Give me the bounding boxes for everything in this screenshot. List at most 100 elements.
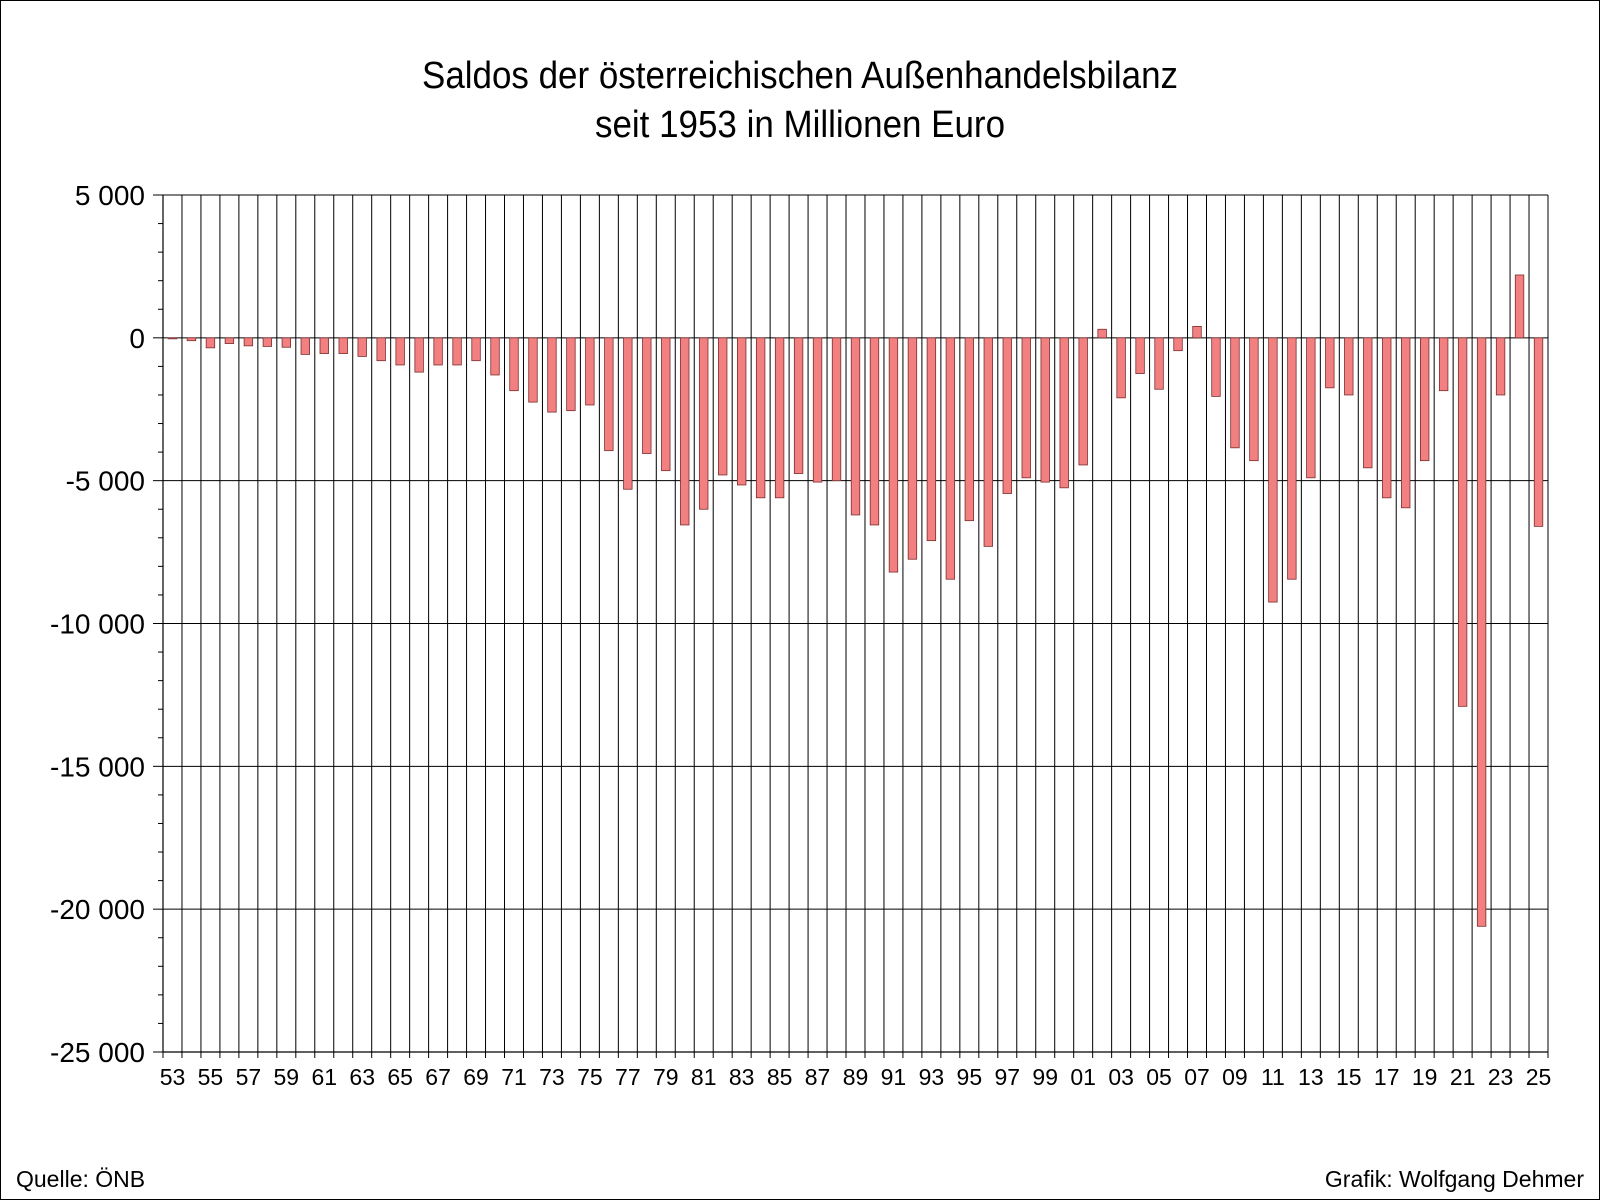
x-tick-label: 65 <box>387 1064 413 1090</box>
x-tick-label: 59 <box>274 1064 300 1090</box>
bar <box>1363 337 1373 469</box>
bar <box>224 337 235 344</box>
bar <box>831 337 842 482</box>
bar <box>1154 337 1164 390</box>
y-tick-label: -5 000 <box>66 466 145 497</box>
bar <box>907 337 918 560</box>
x-tick-label: 21 <box>1450 1064 1476 1090</box>
bar <box>357 337 367 357</box>
bar-series <box>167 274 1544 927</box>
bar <box>528 337 538 403</box>
bar <box>281 337 291 348</box>
x-tick-label: 61 <box>311 1064 337 1090</box>
bar <box>774 337 785 499</box>
bar <box>547 337 557 413</box>
y-tick-label: -10 000 <box>50 609 145 640</box>
bar <box>167 337 178 340</box>
x-tick-label: 73 <box>539 1064 565 1090</box>
bar <box>793 337 804 474</box>
bar <box>262 337 273 347</box>
x-tick-label: 91 <box>881 1064 907 1090</box>
x-tick-label: 55 <box>198 1064 224 1090</box>
bar <box>888 337 899 573</box>
bar <box>964 337 975 522</box>
x-tick-label: 23 <box>1488 1064 1514 1090</box>
bar <box>869 337 880 526</box>
x-tick-label: 17 <box>1374 1064 1400 1090</box>
bar <box>186 337 197 342</box>
bar <box>1325 337 1335 389</box>
x-tick-label: 85 <box>767 1064 793 1090</box>
x-tick-label: 25 <box>1526 1064 1552 1090</box>
bar <box>1249 337 1259 462</box>
bar <box>1382 337 1392 499</box>
bar <box>1495 337 1506 396</box>
bar <box>1002 337 1012 494</box>
x-tick-label: 99 <box>1032 1064 1058 1090</box>
bar <box>926 337 937 542</box>
x-tick-label: 81 <box>691 1064 717 1090</box>
bar <box>736 337 747 486</box>
bar <box>1287 337 1297 580</box>
bar <box>1135 337 1145 374</box>
x-tick-label: 77 <box>615 1064 641 1090</box>
x-tick-label: 01 <box>1070 1064 1096 1090</box>
x-tick-label: 53 <box>160 1064 186 1090</box>
bar <box>509 337 519 392</box>
y-tick-label: -25 000 <box>50 1037 145 1068</box>
x-tick-label: 71 <box>501 1064 527 1090</box>
bar <box>1268 337 1278 603</box>
tick-labels: 5 000 0 -5 000 -10 000 -15 000 -20 000 -25 000… <box>50 180 1551 1090</box>
x-tick-label: 89 <box>843 1064 869 1090</box>
bar <box>395 337 405 366</box>
bar <box>1097 328 1107 339</box>
y-tick-label: -20 000 <box>50 894 145 925</box>
bar <box>490 337 500 376</box>
bar <box>243 337 254 347</box>
bar <box>319 337 329 354</box>
x-tick-label: 79 <box>653 1064 679 1090</box>
bar <box>1514 274 1525 339</box>
bar <box>433 337 443 366</box>
bar <box>1306 337 1316 479</box>
chart-title: Saldos der österreichischen Außenhandels… <box>64 52 1536 150</box>
bar <box>376 337 386 362</box>
x-tick-label: 83 <box>729 1064 755 1090</box>
bar <box>566 337 576 412</box>
bar <box>1059 337 1069 489</box>
bar <box>471 337 481 362</box>
bar <box>1116 337 1126 399</box>
bar <box>1230 337 1240 449</box>
x-tick-label: 97 <box>994 1064 1020 1090</box>
bar <box>718 337 728 476</box>
bar <box>699 337 709 510</box>
bar <box>414 337 424 373</box>
bar <box>1476 337 1487 927</box>
chart-title-line2: seit 1953 in Millionen Euro <box>594 104 1006 146</box>
bar <box>661 337 671 472</box>
x-tick-label: 07 <box>1184 1064 1210 1090</box>
bar <box>1040 337 1050 483</box>
bar <box>1457 337 1468 707</box>
bar <box>1401 337 1411 509</box>
bar <box>604 337 614 452</box>
bar <box>1420 337 1430 462</box>
bar <box>623 337 633 490</box>
x-tick-label: 87 <box>805 1064 831 1090</box>
bar <box>1533 337 1544 527</box>
x-tick-label: 15 <box>1336 1064 1362 1090</box>
x-tick-label: 03 <box>1108 1064 1134 1090</box>
x-tick-label: 09 <box>1222 1064 1248 1090</box>
x-tick-label: 63 <box>349 1064 375 1090</box>
x-tick-label: 05 <box>1146 1064 1172 1090</box>
x-tick-label: 75 <box>577 1064 603 1090</box>
axes <box>153 194 1549 1058</box>
bar <box>945 337 956 580</box>
x-tick-label: 67 <box>425 1064 451 1090</box>
bar <box>642 337 652 454</box>
x-tick-label: 69 <box>463 1064 489 1090</box>
bar <box>1021 337 1031 479</box>
bar <box>755 337 766 499</box>
bar <box>850 337 861 516</box>
